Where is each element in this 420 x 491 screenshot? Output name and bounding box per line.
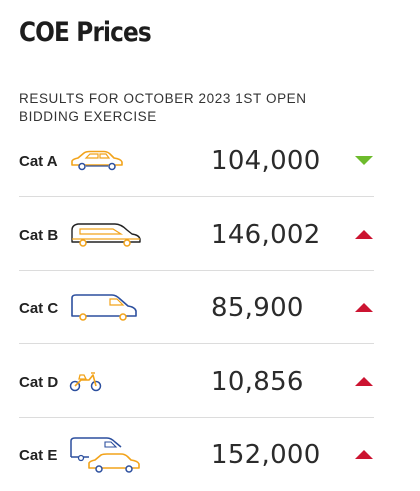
van-icon: [70, 272, 138, 344]
price-value: 10,856: [211, 367, 304, 397]
price-value: 146,002: [211, 220, 321, 250]
trend-up-icon: [355, 199, 373, 271]
category-label: Cat B: [19, 226, 59, 244]
car-icon: [69, 125, 125, 197]
results-subtitle: RESULTS FOR OCTOBER 2023 1ST OPEN BIDDIN…: [19, 91, 307, 124]
price-value: 104,000: [211, 146, 321, 176]
trend-down-icon: [355, 125, 373, 197]
price-value: 152,000: [211, 440, 321, 470]
category-label: Cat C: [19, 299, 59, 317]
category-row-cat-a: Cat A 104,000: [19, 125, 374, 197]
row-divider: [19, 270, 374, 271]
large-car-icon: [69, 199, 143, 271]
category-label: Cat E: [19, 446, 58, 464]
category-row-cat-b: Cat B 146,002: [19, 199, 374, 271]
category-row-cat-e: Cat E 152,000: [19, 419, 374, 491]
page-title: COE Prices: [19, 17, 152, 48]
trend-up-icon: [355, 346, 373, 418]
motorcycle-icon: [69, 346, 103, 418]
trend-up-icon: [355, 272, 373, 344]
row-divider: [19, 196, 374, 197]
category-label: Cat D: [19, 373, 59, 391]
van-and-car-icon: [69, 419, 141, 491]
category-label: Cat A: [19, 152, 58, 170]
category-row-cat-d: Cat D 10,856: [19, 346, 374, 418]
trend-up-icon: [355, 419, 373, 491]
price-value: 85,900: [211, 293, 304, 323]
row-divider: [19, 417, 374, 418]
category-row-cat-c: Cat C 85,900: [19, 272, 374, 344]
row-divider: [19, 343, 374, 344]
